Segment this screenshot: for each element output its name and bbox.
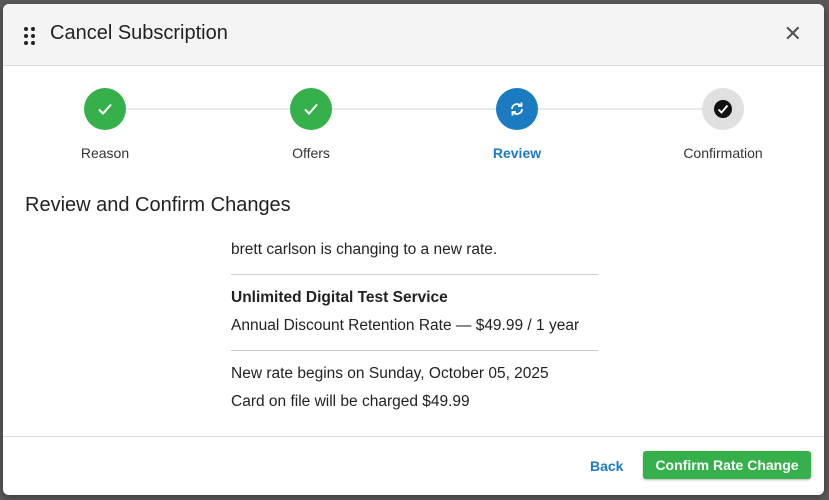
dialog-title: Cancel Subscription <box>50 22 228 44</box>
step-label: Confirmation <box>683 145 763 161</box>
intro-text: brett carlson is changing to a new rate. <box>231 241 498 258</box>
step-reason: Reason <box>45 88 165 161</box>
check-circle-icon <box>702 88 744 130</box>
confirm-rate-change-button[interactable]: Confirm Rate Change <box>643 451 811 479</box>
step-label: Offers <box>292 145 330 161</box>
stepper-line <box>105 108 721 110</box>
step-confirmation: Confirmation <box>663 88 783 161</box>
step-label: Review <box>492 145 542 161</box>
back-button[interactable]: Back <box>590 458 624 474</box>
review-summary: brett carlson is changing to a new rate.… <box>231 236 598 416</box>
close-icon[interactable]: ✕ <box>783 21 802 46</box>
cancel-subscription-dialog: Cancel Subscription ✕ Reason Offers Revi… <box>3 4 824 495</box>
section-heading: Review and Confirm Changes <box>25 194 291 216</box>
progress-stepper: Reason Offers Review Confirmation <box>3 66 824 176</box>
service-name: Unlimited Digital Test Service <box>231 289 448 306</box>
step-offers: Offers <box>251 88 371 161</box>
charge-amount: Card on file will be charged $49.99 <box>231 393 470 410</box>
refresh-icon <box>496 88 538 130</box>
rate-start-date: New rate begins on Sunday, October 05, 2… <box>231 365 549 382</box>
drag-handle-icon[interactable] <box>24 27 36 45</box>
dialog-footer: Back Confirm Rate Change <box>3 436 824 495</box>
divider <box>231 350 598 351</box>
check-icon <box>290 88 332 130</box>
rate-description: Annual Discount Retention Rate — $49.99 … <box>231 317 580 334</box>
step-review: Review <box>457 88 577 161</box>
dialog-header: Cancel Subscription ✕ <box>3 4 824 66</box>
step-label: Reason <box>80 145 130 161</box>
check-icon <box>84 88 126 130</box>
divider <box>231 274 598 275</box>
